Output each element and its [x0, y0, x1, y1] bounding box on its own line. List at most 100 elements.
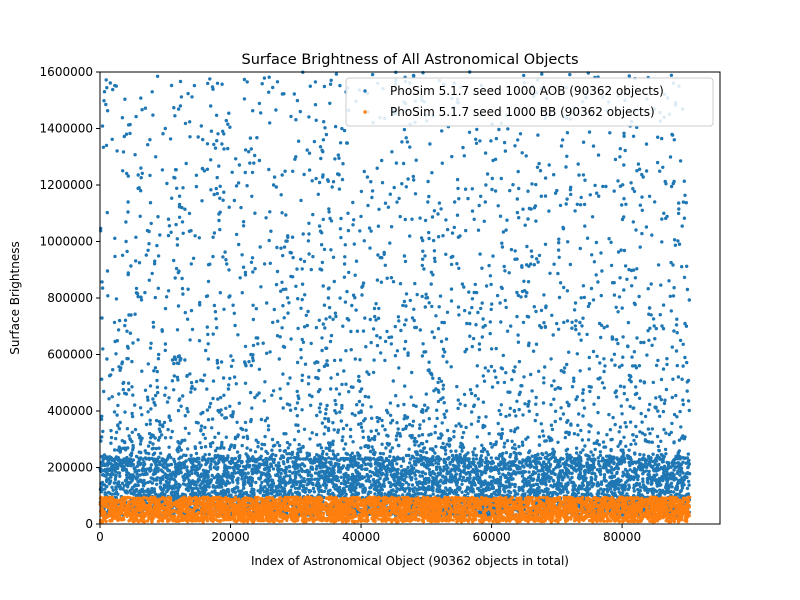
aob-point	[632, 477, 636, 482]
aob-point	[646, 487, 650, 492]
aob-point	[193, 465, 197, 469]
aob-point	[288, 489, 292, 494]
aob-point	[102, 469, 107, 473]
aob-point	[339, 475, 343, 479]
chart-title: Surface Brightness of All Astronomical O…	[241, 52, 578, 68]
aob-point	[449, 488, 454, 492]
aob-point	[309, 474, 314, 478]
aob-point	[375, 473, 380, 477]
aob-point	[531, 477, 536, 481]
aob-point	[190, 489, 194, 493]
aob-point	[467, 471, 472, 475]
aob-point	[275, 472, 280, 476]
aob-point	[135, 472, 139, 476]
aob-point	[228, 465, 232, 470]
aob-point	[635, 468, 639, 472]
aob-point	[274, 463, 278, 468]
aob-point	[336, 494, 340, 498]
aob-point	[672, 468, 676, 472]
aob-point	[269, 478, 274, 482]
aob-point	[322, 469, 326, 474]
aob-point	[221, 481, 225, 486]
aob-point	[365, 474, 370, 478]
aob-point	[669, 477, 673, 481]
aob-point	[221, 460, 226, 464]
aob-point	[378, 467, 383, 472]
aob-point	[241, 483, 246, 487]
aob-point	[399, 487, 403, 491]
aob-point	[520, 474, 525, 478]
aob-point	[368, 463, 373, 467]
aob-point	[681, 476, 685, 480]
aob-point	[387, 467, 391, 472]
aob-point	[542, 489, 546, 494]
aob-point	[665, 469, 669, 473]
aob-point	[375, 480, 379, 484]
aob-point	[562, 462, 567, 466]
aob-point	[468, 462, 472, 467]
aob-point	[280, 489, 284, 493]
aob-point	[599, 482, 604, 486]
aob-point	[565, 490, 570, 494]
aob-point	[661, 466, 666, 470]
aob-point	[477, 464, 482, 468]
aob-point	[513, 482, 517, 487]
aob-point	[431, 479, 435, 483]
aob-point	[536, 475, 541, 479]
aob-point	[580, 481, 585, 485]
aob-point	[555, 486, 559, 491]
aob-point	[644, 469, 649, 473]
aob-point	[572, 491, 576, 495]
aob-point	[436, 471, 441, 475]
aob-point	[111, 488, 115, 492]
aob-point	[415, 483, 420, 487]
aob-point	[647, 460, 652, 464]
aob-point	[355, 471, 359, 475]
aob-point	[219, 490, 223, 494]
aob-point	[415, 487, 419, 492]
aob-point	[403, 472, 407, 476]
aob-point	[491, 461, 496, 465]
aob-point	[257, 462, 261, 466]
aob-point	[582, 478, 586, 482]
aob-point	[329, 471, 334, 475]
aob-point	[167, 480, 171, 484]
aob-point	[283, 492, 287, 496]
aob-point	[512, 469, 516, 474]
aob-point	[603, 479, 607, 483]
aob-point	[460, 478, 464, 483]
aob-point	[517, 488, 521, 492]
aob-point	[580, 486, 584, 491]
aob-point	[442, 467, 446, 471]
aob-point	[410, 487, 415, 491]
aob-point	[521, 488, 525, 493]
aob-point	[474, 467, 479, 471]
aob-point	[236, 470, 240, 475]
aob-point	[461, 475, 466, 480]
aob-point	[593, 477, 598, 482]
aob-point	[594, 474, 598, 479]
aob-point	[445, 470, 449, 474]
aob-point	[346, 477, 350, 481]
aob-point	[312, 460, 317, 465]
aob-point	[553, 483, 558, 488]
aob-point	[404, 480, 408, 485]
aob-point	[194, 491, 198, 496]
aob-point	[130, 477, 135, 481]
aob-point	[336, 479, 341, 483]
aob-point	[537, 461, 542, 465]
aob-point	[632, 489, 636, 493]
aob-point	[168, 472, 172, 477]
aob-point	[407, 482, 411, 487]
aob-point	[686, 479, 691, 484]
aob-point	[353, 460, 358, 465]
aob-point	[380, 488, 384, 492]
aob-point	[438, 467, 443, 471]
aob-point	[204, 462, 208, 467]
aob-point	[214, 485, 218, 489]
aob-point	[489, 492, 494, 497]
aob-point	[523, 470, 528, 474]
aob-point	[583, 493, 587, 497]
aob-point	[605, 469, 609, 473]
aob-point	[363, 462, 368, 467]
